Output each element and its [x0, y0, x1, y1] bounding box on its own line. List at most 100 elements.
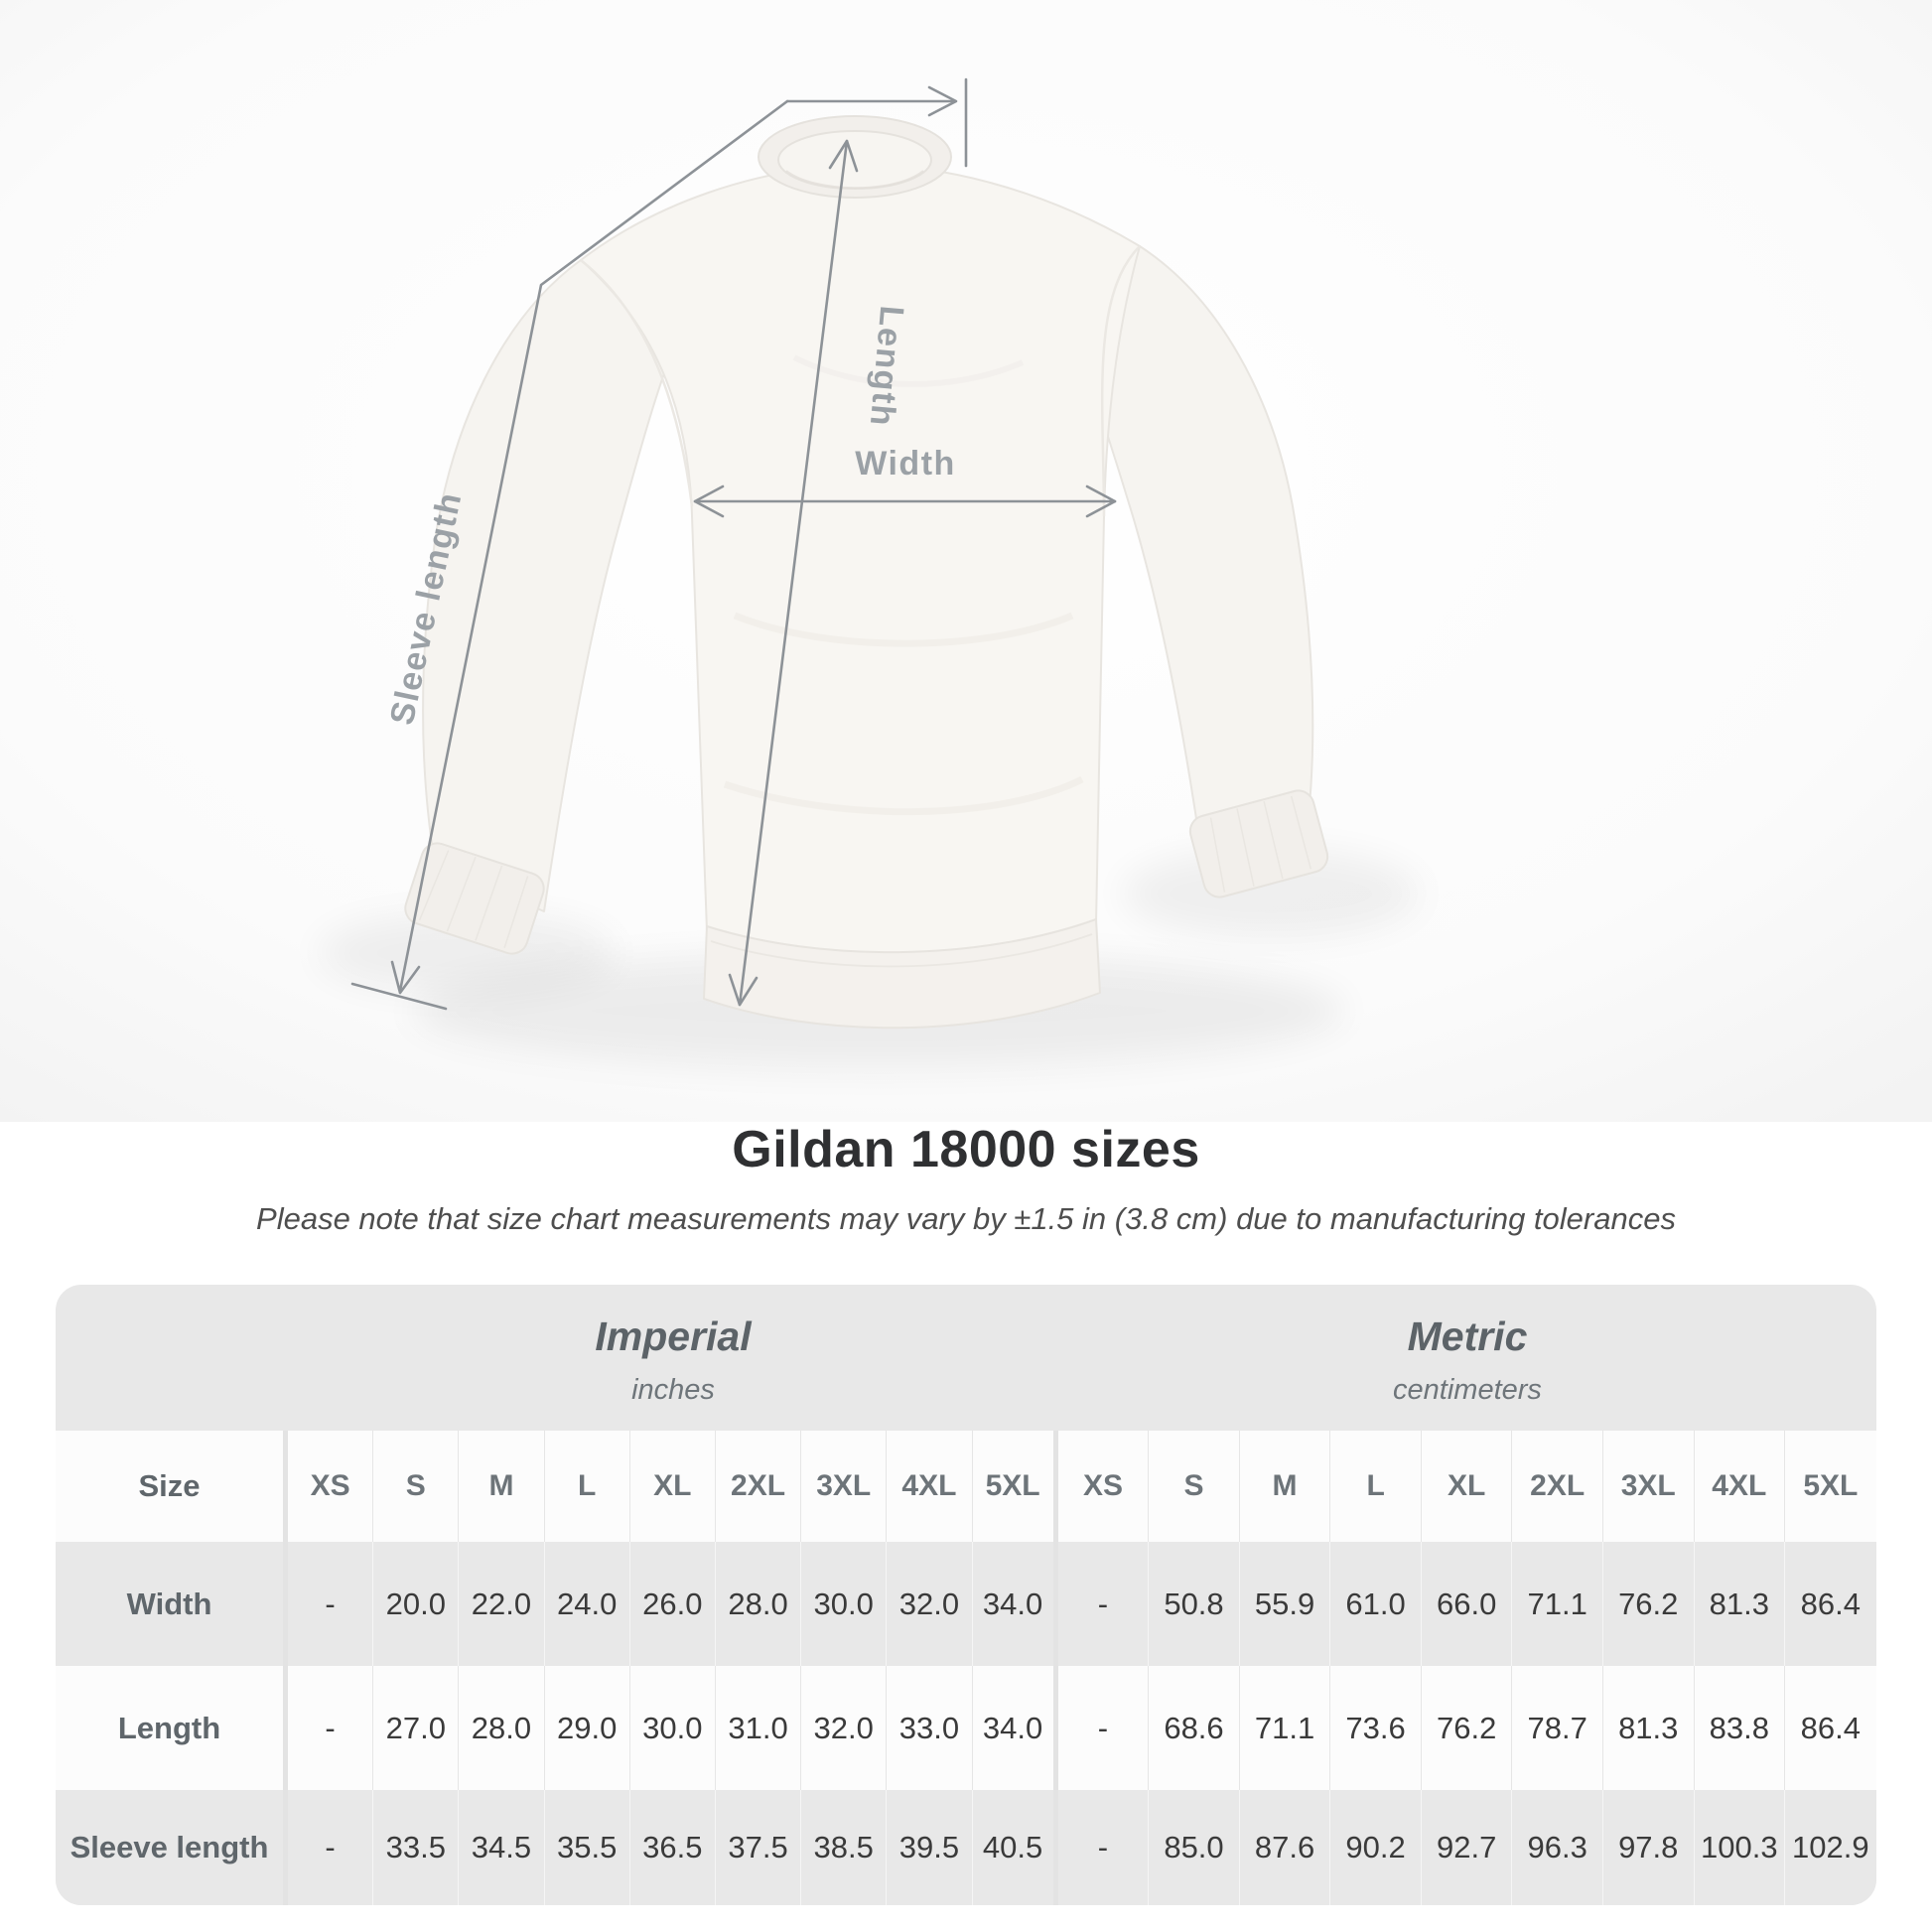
- imperial-value-cell: 28.0: [715, 1542, 802, 1666]
- arrow-left-icon: [693, 484, 725, 518]
- measurement-lines: [350, 77, 1117, 1011]
- metric-size-header: 4XL: [1694, 1431, 1786, 1542]
- imperial-value-cell: -: [288, 1790, 374, 1905]
- length-line: [738, 139, 849, 1007]
- size-column-header: Size: [56, 1431, 288, 1542]
- imperial-value-cell: 30.0: [801, 1542, 888, 1666]
- metric-size-header: 3XL: [1602, 1431, 1695, 1542]
- metric-value-cell: 81.3: [1694, 1542, 1786, 1666]
- metric-size-header: 5XL: [1785, 1431, 1876, 1542]
- imperial-value-cell: 33.5: [373, 1790, 460, 1905]
- imperial-value-cell: 22.0: [459, 1542, 545, 1666]
- arrow-down-icon: [728, 973, 759, 1007]
- imperial-size-header: 4XL: [887, 1431, 973, 1542]
- imperial-value-cell: 29.0: [544, 1666, 630, 1790]
- page-title: Gildan 18000 sizes: [732, 1121, 1200, 1178]
- imperial-value-cell: 34.5: [459, 1790, 545, 1905]
- metric-label: Metric: [1407, 1313, 1528, 1360]
- imperial-value-cell: 24.0: [544, 1542, 630, 1666]
- imperial-value-cell: 35.5: [544, 1790, 630, 1905]
- arrow-down-left-icon: [390, 960, 421, 995]
- imperial-value-cell: 37.5: [715, 1790, 802, 1905]
- metric-value-cell: 85.0: [1149, 1790, 1240, 1905]
- sleeve-length-line: [398, 99, 789, 993]
- arrow-right-icon: [1085, 484, 1117, 518]
- imperial-value-cell: 38.5: [801, 1790, 888, 1905]
- metric-value-cell: 97.8: [1602, 1790, 1695, 1905]
- metric-value-cell: -: [1057, 1790, 1150, 1905]
- metric-size-header: M: [1239, 1431, 1331, 1542]
- metric-size-header: 2XL: [1512, 1431, 1603, 1542]
- imperial-value-cell: 20.0: [373, 1542, 460, 1666]
- imperial-label: Imperial: [595, 1313, 752, 1360]
- metric-value-cell: -: [1057, 1666, 1150, 1790]
- imperial-value-cell: 36.5: [629, 1790, 716, 1905]
- metric-size-header: XS: [1057, 1431, 1150, 1542]
- metric-value-cell: 102.9: [1785, 1790, 1876, 1905]
- unit-header-band: Imperial inches Metric centimeters: [56, 1285, 1876, 1431]
- metric-value-cell: 87.6: [1239, 1790, 1331, 1905]
- arrow-right-icon: [927, 85, 958, 117]
- imperial-size-header: L: [544, 1431, 630, 1542]
- imperial-unit: inches: [631, 1373, 715, 1406]
- imperial-size-header: 2XL: [715, 1431, 802, 1542]
- tolerance-note: Please note that size chart measurements…: [256, 1201, 1676, 1236]
- imperial-size-header: XS: [288, 1431, 374, 1542]
- metric-value-cell: 92.7: [1421, 1790, 1513, 1905]
- imperial-value-cell: 27.0: [373, 1666, 460, 1790]
- size-table: Imperial inches Metric centimeters Size X…: [56, 1285, 1876, 1905]
- metric-value-cell: 73.6: [1330, 1666, 1422, 1790]
- metric-value-cell: 86.4: [1785, 1542, 1876, 1666]
- sweatshirt-measurement-diagram: Length Width Sleeve length: [0, 0, 1932, 1122]
- imperial-size-header: 5XL: [972, 1431, 1058, 1542]
- unit-spacer: [56, 1285, 288, 1431]
- metric-value-cell: 68.6: [1149, 1666, 1240, 1790]
- imperial-value-cell: 34.0: [972, 1542, 1058, 1666]
- sleeve-bottom-tick: [350, 982, 448, 1011]
- metric-unit: centimeters: [1393, 1373, 1542, 1406]
- metric-value-cell: 100.3: [1694, 1790, 1786, 1905]
- metric-value-cell: 71.1: [1512, 1542, 1603, 1666]
- imperial-value-cell: -: [288, 1542, 374, 1666]
- width-label: Width: [855, 445, 956, 483]
- imperial-value-cell: 40.5: [972, 1790, 1058, 1905]
- imperial-size-header: XL: [629, 1431, 716, 1542]
- imperial-value-cell: 30.0: [629, 1666, 716, 1790]
- metric-value-cell: 71.1: [1239, 1666, 1331, 1790]
- metric-value-cell: 66.0: [1421, 1542, 1513, 1666]
- metric-value-cell: 83.8: [1694, 1666, 1786, 1790]
- sweatshirt-illustration: [404, 115, 1329, 1030]
- imperial-value-cell: 26.0: [629, 1542, 716, 1666]
- imperial-size-header: M: [459, 1431, 545, 1542]
- imperial-size-header: S: [373, 1431, 460, 1542]
- product-photo: Length Width Sleeve length: [0, 0, 1932, 1122]
- metric-size-header: XL: [1421, 1431, 1513, 1542]
- metric-size-header: S: [1149, 1431, 1240, 1542]
- imperial-value-cell: 31.0: [715, 1666, 802, 1790]
- imperial-value-cell: 28.0: [459, 1666, 545, 1790]
- metric-value-cell: 76.2: [1602, 1542, 1695, 1666]
- chart-heading: Gildan 18000 sizes Please note that size…: [0, 1120, 1932, 1237]
- garment-shadow: [1122, 849, 1420, 938]
- metric-value-cell: 55.9: [1239, 1542, 1331, 1666]
- arrow-up-icon: [828, 139, 859, 173]
- metric-value-cell: 50.8: [1149, 1542, 1240, 1666]
- unit-group-metric: Metric centimeters: [1058, 1285, 1876, 1431]
- metric-value-cell: 76.2: [1421, 1666, 1513, 1790]
- metric-value-cell: 96.3: [1512, 1790, 1603, 1905]
- imperial-value-cell: 32.0: [801, 1666, 888, 1790]
- unit-group-imperial: Imperial inches: [288, 1285, 1058, 1431]
- metric-value-cell: 78.7: [1512, 1666, 1603, 1790]
- imperial-value-cell: -: [288, 1666, 374, 1790]
- size-grid: Size XS S M L XL 2XL 3XL 4XL 5XL XS S M L XL 2XL 3XL 4XL 5…: [56, 1431, 1876, 1905]
- metric-value-cell: 81.3: [1602, 1666, 1695, 1790]
- metric-size-header: L: [1330, 1431, 1422, 1542]
- imperial-value-cell: 34.0: [972, 1666, 1058, 1790]
- imperial-value-cell: 32.0: [887, 1542, 973, 1666]
- measurement-row-label: Width: [56, 1542, 288, 1666]
- metric-value-cell: 90.2: [1330, 1790, 1422, 1905]
- metric-value-cell: 61.0: [1330, 1542, 1422, 1666]
- imperial-value-cell: 39.5: [887, 1790, 973, 1905]
- metric-value-cell: -: [1057, 1542, 1150, 1666]
- measurement-row-label: Sleeve length: [56, 1790, 288, 1905]
